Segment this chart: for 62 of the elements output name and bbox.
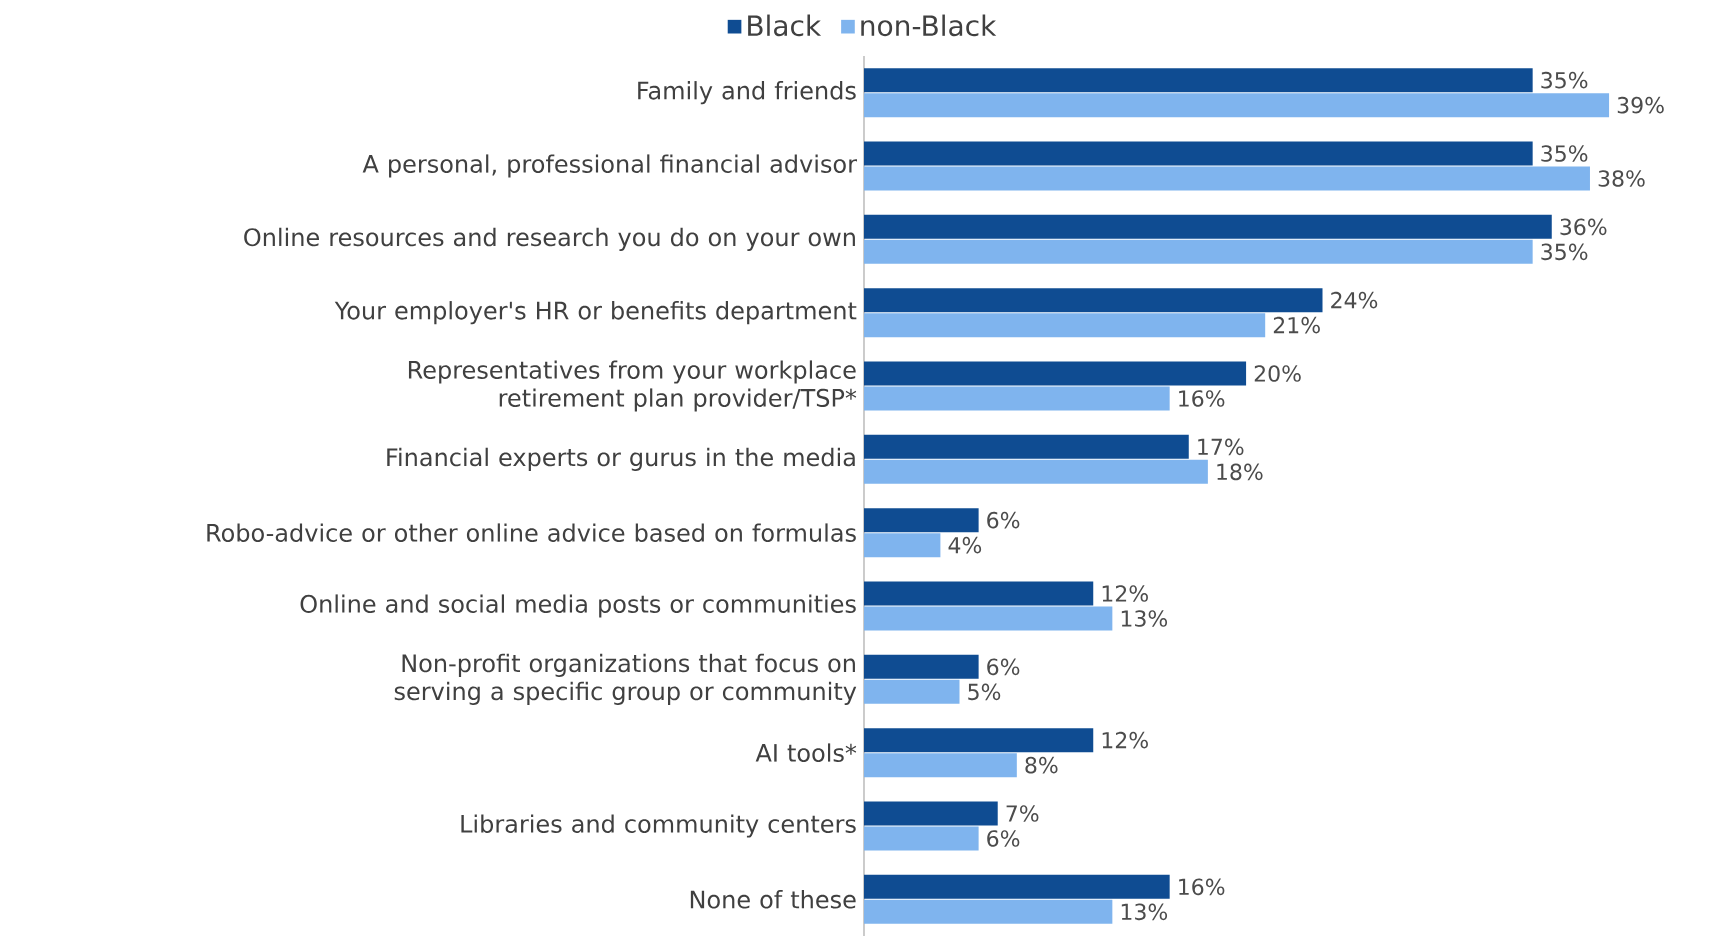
data-label: 17% — [1198, 438, 1244, 456]
legend-label: Black — [748, 14, 822, 37]
y-tick-label: AI tools* — [755, 743, 857, 762]
bar — [863, 533, 941, 558]
bar — [863, 508, 979, 533]
data-label: 6% — [987, 511, 1020, 529]
y-tick-label: Libraries and community centers — [461, 814, 856, 838]
bar — [863, 68, 1533, 93]
bar — [863, 728, 1094, 753]
data-label: 18% — [1217, 463, 1263, 481]
data-label: 13% — [1121, 903, 1168, 921]
data-label: 8% — [1025, 756, 1058, 774]
data-label: 4% — [948, 536, 982, 554]
y-tick-label: Online resources and research you do on your own — [244, 227, 855, 251]
bar — [863, 166, 1590, 191]
data-label: 35% — [1541, 71, 1588, 89]
data-label: 20% — [1254, 365, 1301, 382]
bar — [863, 434, 1189, 459]
y-tick-label: Financial experts or gurus in the media — [387, 447, 855, 471]
bar — [863, 214, 1552, 239]
bar — [863, 239, 1533, 264]
data-label: 16% — [1179, 390, 1225, 407]
bar — [863, 141, 1533, 166]
bar — [863, 899, 1113, 924]
bar — [863, 581, 1094, 606]
data-label: 38% — [1598, 170, 1645, 187]
data-label: 6% — [987, 658, 1020, 676]
data-label: 35% — [1541, 145, 1588, 162]
data-label: 36% — [1560, 218, 1607, 236]
bar — [863, 826, 979, 851]
bar — [863, 679, 960, 704]
y-tick-label: Representatives from your workplace retirement plan provider/TSP* — [408, 360, 857, 412]
y-tick-label: Family and friends — [638, 81, 856, 105]
bar — [863, 753, 1017, 778]
bar — [863, 361, 1247, 386]
y-tick-label: A personal, professional financial advisor — [362, 154, 858, 178]
bar — [863, 313, 1266, 338]
bar — [863, 654, 979, 679]
data-label: 12% — [1102, 585, 1148, 602]
data-label: 7% — [1006, 805, 1039, 822]
data-label: 12% — [1102, 731, 1148, 749]
y-tick-label: Online and social media posts or communities — [300, 594, 856, 618]
data-label: 16% — [1179, 878, 1225, 896]
data-label: 21% — [1273, 316, 1320, 334]
y-tick-label: Non-profit organizations that focus on serving a specific group or community — [394, 653, 857, 705]
y-tick-label: None of these — [690, 890, 856, 909]
bar — [863, 288, 1323, 313]
legend-label: non-Black — [861, 14, 997, 37]
data-label: 35% — [1541, 243, 1588, 261]
bar — [863, 874, 1170, 899]
bar — [863, 386, 1170, 411]
bar — [863, 801, 998, 826]
y-tick-label: Robo-advice or other online advice based on formulas — [207, 523, 856, 542]
data-label: 5% — [968, 683, 1001, 701]
bar — [863, 606, 1113, 631]
data-label: 13% — [1121, 610, 1168, 627]
data-label: 24% — [1331, 291, 1378, 309]
data-label: 39% — [1617, 96, 1664, 114]
data-label: 6% — [987, 830, 1020, 847]
y-tick-label: Your employer's HR or benefits department — [334, 301, 857, 325]
bar — [863, 459, 1208, 484]
bar — [863, 93, 1610, 118]
